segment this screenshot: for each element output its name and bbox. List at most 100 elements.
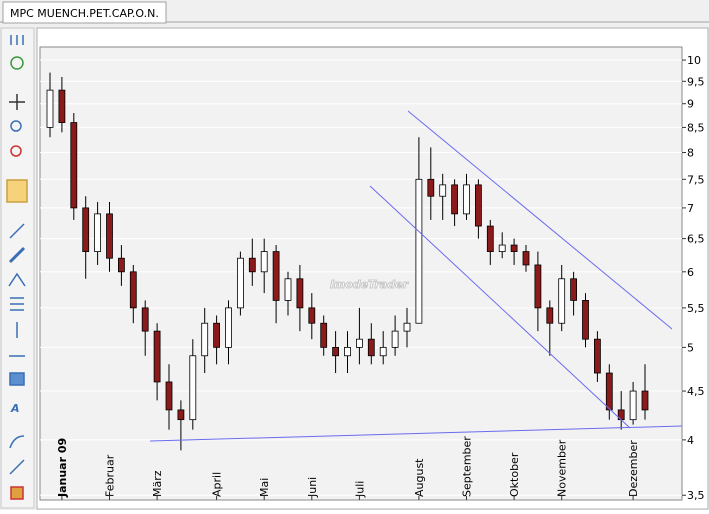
- candle-body: [189, 355, 197, 421]
- x-tick-label: Juni: [306, 477, 319, 498]
- y-tick-label: 8,5: [687, 121, 705, 134]
- x-tick-label: Dezember: [627, 440, 640, 497]
- tool-select[interactable]: [6, 179, 28, 203]
- toolbar-icons: A: [6, 35, 28, 500]
- candle-body: [284, 278, 292, 301]
- tool-zoom-in[interactable]: [10, 120, 22, 132]
- grid: [40, 59, 682, 496]
- candle-body: [629, 390, 637, 421]
- candle-body: [403, 322, 411, 332]
- tool-pen[interactable]: [9, 459, 25, 475]
- tool-rectangle[interactable]: [9, 372, 25, 386]
- tool-line[interactable]: [9, 223, 25, 239]
- candle-body: [451, 184, 459, 215]
- candle-body: [415, 178, 423, 324]
- x-tick-label: August: [413, 458, 426, 497]
- x-tick-label: Mai: [258, 478, 271, 497]
- candle-body: [106, 213, 113, 259]
- candle-body: [367, 338, 375, 357]
- candle-body: [248, 257, 256, 273]
- tab-title: MPC MUENCH.PET.CAP.O.N.: [10, 7, 159, 20]
- candle-body: [141, 307, 149, 332]
- tool-text[interactable]: A: [10, 402, 20, 415]
- candles: [46, 72, 649, 451]
- tool-fibonacci[interactable]: [10, 297, 24, 311]
- candle-body: [94, 213, 101, 252]
- candle-body: [58, 89, 66, 123]
- tab[interactable]: [2, 1, 167, 24]
- x-tick-label: Oktober: [508, 452, 521, 497]
- y-tick-label: 7: [687, 202, 694, 215]
- candle-body: [332, 346, 340, 357]
- tool-refresh[interactable]: [10, 56, 24, 70]
- y-tick-label: 8: [687, 147, 694, 160]
- x-tick-label: April: [211, 472, 224, 497]
- candle-body: [510, 244, 518, 252]
- candle-body: [546, 307, 554, 324]
- candle-body: [355, 338, 363, 348]
- tool-arc[interactable]: [9, 435, 25, 449]
- candle-body: [582, 300, 589, 340]
- candle-body: [344, 346, 351, 357]
- candle-body: [391, 330, 399, 348]
- trend-lines: [149, 110, 683, 442]
- candle-body: [296, 278, 304, 309]
- x-tick-label: Februar: [104, 454, 117, 497]
- candle-body: [522, 251, 530, 266]
- y-tick-label: 9,5: [687, 75, 705, 88]
- candle-body: [260, 251, 268, 273]
- x-tick-label: März: [151, 470, 164, 497]
- candle-body: [82, 207, 90, 252]
- tool-zoom-out[interactable]: [10, 145, 22, 157]
- trend-line: [407, 110, 673, 330]
- candle-body: [177, 409, 185, 421]
- candle-body: [534, 264, 542, 309]
- candle-body: [605, 372, 613, 411]
- x-axis: Januar 09 Februar März April Mai Juni Juli Augu…: [56, 436, 640, 500]
- candle-body: [308, 307, 316, 324]
- candle-body: [165, 381, 173, 411]
- candle-body: [594, 338, 601, 374]
- candle-body: [463, 184, 470, 215]
- tool-triangle[interactable]: [8, 272, 26, 287]
- tool-crosshair[interactable]: [9, 94, 25, 110]
- trend-line: [149, 425, 683, 442]
- x-tick-label: November: [556, 439, 569, 497]
- y-tick-label: 6: [687, 266, 694, 279]
- y-tick-label: 5: [687, 341, 694, 354]
- candle-body: [236, 257, 244, 309]
- x-tick-label: Januar 09: [56, 438, 69, 498]
- candle-body: [153, 330, 161, 383]
- candle-body: [498, 244, 506, 252]
- candle-body: [272, 251, 280, 301]
- candle-body: [213, 322, 221, 348]
- y-tick-label: 6,5: [687, 233, 705, 246]
- candle-body: [427, 178, 435, 197]
- candle-body: [118, 257, 125, 273]
- x-tick-label: September: [461, 436, 474, 497]
- candle-body: [641, 390, 649, 411]
- tool-channel[interactable]: [8, 246, 26, 264]
- candle-body: [46, 89, 54, 128]
- candle-body: [570, 278, 577, 301]
- watermark: lmodeTrader: [330, 278, 409, 291]
- y-axis: 3,5 4 4,5 5 5,5 6 6,5 7 7,5 8 8,5 9 9,5 10: [682, 54, 705, 502]
- candle-body: [558, 278, 566, 324]
- candle-body: [225, 307, 232, 348]
- y-tick-label: 3,5: [687, 489, 705, 502]
- tool-layout[interactable]: [10, 35, 24, 45]
- candle-body: [486, 225, 494, 252]
- y-tick-label: 4: [687, 434, 694, 447]
- trend-line: [369, 185, 631, 429]
- candle-body: [379, 346, 387, 357]
- candle-body: [320, 322, 328, 348]
- y-tick-label: 7,5: [687, 173, 705, 186]
- candle-body: [201, 322, 209, 357]
- tool-palette[interactable]: [10, 486, 24, 500]
- candle-body: [70, 122, 78, 209]
- plot-area: [39, 46, 683, 501]
- candle-body: [474, 184, 482, 227]
- x-tick-label: Juli: [353, 481, 366, 498]
- candle-body: [439, 184, 447, 197]
